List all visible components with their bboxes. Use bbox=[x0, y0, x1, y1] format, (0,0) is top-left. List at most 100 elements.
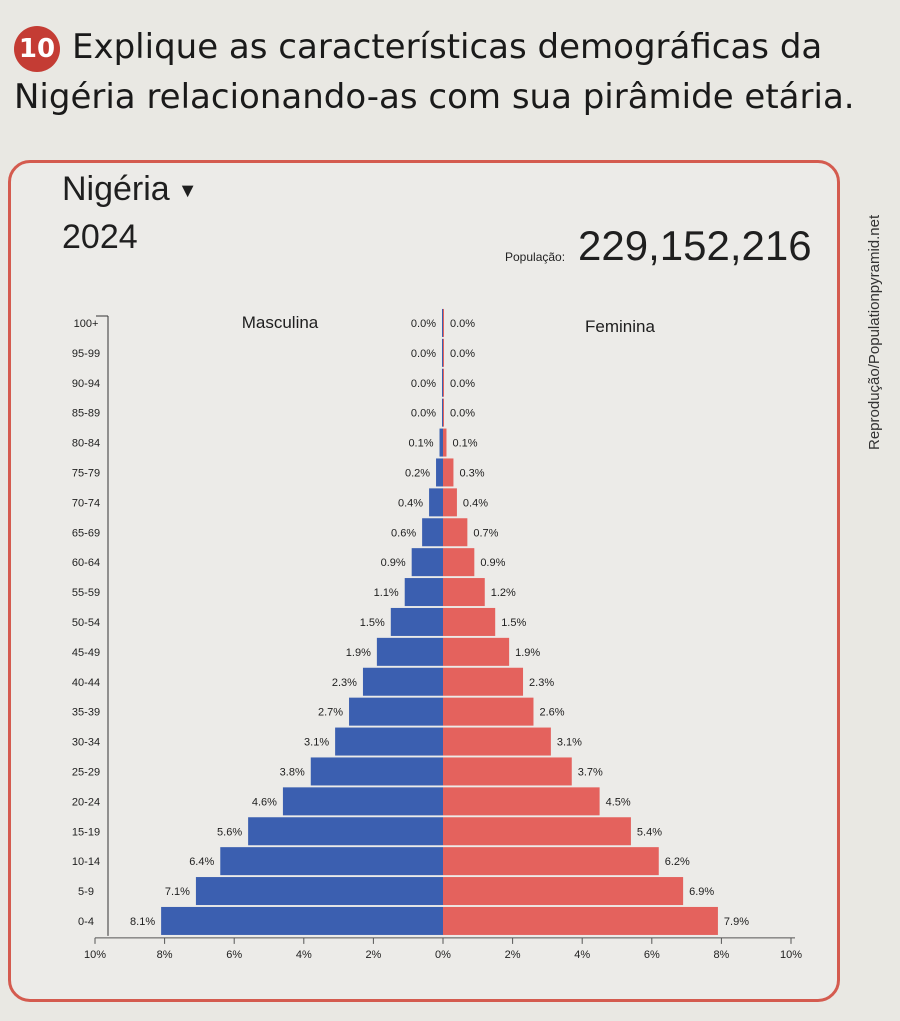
bar-male bbox=[248, 817, 443, 846]
bar-female bbox=[443, 578, 485, 607]
data-label-male: 1.1% bbox=[374, 587, 399, 599]
data-label-male: 2.3% bbox=[332, 677, 357, 689]
age-group-label: 0-4 bbox=[78, 916, 94, 928]
data-label-male: 1.5% bbox=[360, 617, 385, 629]
bar-female bbox=[443, 308, 444, 337]
age-group-label: 25-29 bbox=[72, 766, 100, 778]
data-label-male: 7.1% bbox=[165, 886, 190, 898]
question-text: Explique as características demográficas… bbox=[14, 27, 855, 117]
bar-male bbox=[195, 877, 443, 906]
bar-female bbox=[443, 906, 718, 935]
question: 10 Explique as características demográfic… bbox=[14, 22, 894, 122]
age-group-label: 30-34 bbox=[72, 737, 100, 749]
data-label-female: 0.9% bbox=[480, 557, 505, 569]
data-label-female: 0.0% bbox=[450, 378, 475, 390]
x-tick-label: 4% bbox=[574, 949, 590, 961]
age-group-label: 90-94 bbox=[72, 378, 100, 390]
x-tick-label: 2% bbox=[505, 949, 521, 961]
bar-female bbox=[443, 697, 534, 726]
data-label-male: 6.4% bbox=[189, 856, 214, 868]
age-group-label: 20-24 bbox=[72, 796, 100, 808]
age-group-label: 65-69 bbox=[72, 527, 100, 539]
data-label-male: 0.4% bbox=[398, 497, 423, 509]
data-label-male: 3.8% bbox=[280, 766, 305, 778]
population-value: 229,152,216 bbox=[578, 222, 812, 269]
bar-male bbox=[310, 757, 443, 786]
data-label-female: 3.7% bbox=[578, 766, 603, 778]
data-label-female: 0.4% bbox=[463, 497, 488, 509]
data-label-male: 8.1% bbox=[130, 916, 155, 928]
data-label-female: 2.6% bbox=[539, 707, 564, 719]
bar-male bbox=[362, 667, 443, 696]
data-label-male: 0.0% bbox=[411, 318, 436, 330]
age-group-label: 35-39 bbox=[72, 707, 100, 719]
bar-female bbox=[443, 428, 447, 457]
data-label-male: 0.0% bbox=[411, 408, 436, 420]
age-group-label: 85-89 bbox=[72, 408, 100, 420]
data-label-male: 4.6% bbox=[252, 796, 277, 808]
x-tick-label: 10% bbox=[84, 949, 106, 961]
data-label-female: 2.3% bbox=[529, 677, 554, 689]
data-label-female: 7.9% bbox=[724, 916, 749, 928]
age-group-label: 60-64 bbox=[72, 557, 100, 569]
data-label-female: 0.0% bbox=[450, 318, 475, 330]
bar-female bbox=[443, 637, 510, 666]
bar-female bbox=[443, 488, 457, 517]
bar-female bbox=[443, 518, 468, 547]
bar-female bbox=[443, 727, 551, 756]
bar-male bbox=[442, 398, 443, 427]
x-tick-label: 8% bbox=[713, 949, 729, 961]
bar-female bbox=[443, 338, 444, 367]
bar-female bbox=[443, 368, 444, 397]
data-label-male: 0.6% bbox=[391, 527, 416, 539]
data-label-female: 6.9% bbox=[689, 886, 714, 898]
bar-female bbox=[443, 667, 524, 696]
country-name: Nigéria bbox=[62, 170, 170, 208]
x-tick-label: 10% bbox=[780, 949, 802, 961]
age-group-label: 40-44 bbox=[72, 677, 100, 689]
data-label-male: 3.1% bbox=[304, 737, 329, 749]
bar-male bbox=[436, 458, 443, 487]
age-group-label: 50-54 bbox=[72, 617, 100, 629]
bar-male bbox=[439, 428, 443, 457]
data-label-female: 3.1% bbox=[557, 737, 582, 749]
age-group-label: 70-74 bbox=[72, 497, 100, 509]
age-group-label: 15-19 bbox=[72, 826, 100, 838]
bar-female bbox=[443, 398, 444, 427]
data-label-male: 0.2% bbox=[405, 467, 430, 479]
year-label: 2024 bbox=[62, 218, 138, 256]
data-label-female: 0.0% bbox=[450, 348, 475, 360]
bar-male bbox=[161, 906, 443, 935]
country-selector[interactable]: Nigéria ▼ bbox=[62, 170, 198, 209]
data-label-female: 6.2% bbox=[665, 856, 690, 868]
question-number-badge: 10 bbox=[14, 25, 60, 72]
bar-male bbox=[442, 338, 443, 367]
bar-male bbox=[349, 697, 443, 726]
x-tick-label: 8% bbox=[157, 949, 173, 961]
age-group-label: 10-14 bbox=[72, 856, 100, 868]
data-label-male: 0.0% bbox=[411, 348, 436, 360]
bar-female bbox=[443, 458, 454, 487]
data-label-male: 0.1% bbox=[408, 438, 433, 450]
bar-female bbox=[443, 817, 631, 846]
bar-male bbox=[220, 847, 443, 876]
bar-male bbox=[404, 578, 443, 607]
bar-male bbox=[335, 727, 443, 756]
x-tick-label: 2% bbox=[365, 949, 381, 961]
caret-down-icon[interactable]: ▼ bbox=[177, 179, 198, 202]
x-tick-label: 4% bbox=[296, 949, 312, 961]
bar-male bbox=[422, 518, 443, 547]
x-tick-label: 6% bbox=[226, 949, 242, 961]
age-group-label: 55-59 bbox=[72, 587, 100, 599]
bar-female bbox=[443, 607, 496, 636]
data-label-female: 0.0% bbox=[450, 408, 475, 420]
data-label-male: 0.9% bbox=[381, 557, 406, 569]
bar-female bbox=[443, 548, 475, 577]
data-label-female: 0.7% bbox=[473, 527, 498, 539]
age-group-label: 95-99 bbox=[72, 348, 100, 360]
data-label-female: 4.5% bbox=[606, 796, 631, 808]
age-group-label: 45-49 bbox=[72, 647, 100, 659]
legend-masculina: Masculina bbox=[242, 313, 319, 332]
bar-male bbox=[282, 787, 443, 816]
bar-female bbox=[443, 877, 684, 906]
